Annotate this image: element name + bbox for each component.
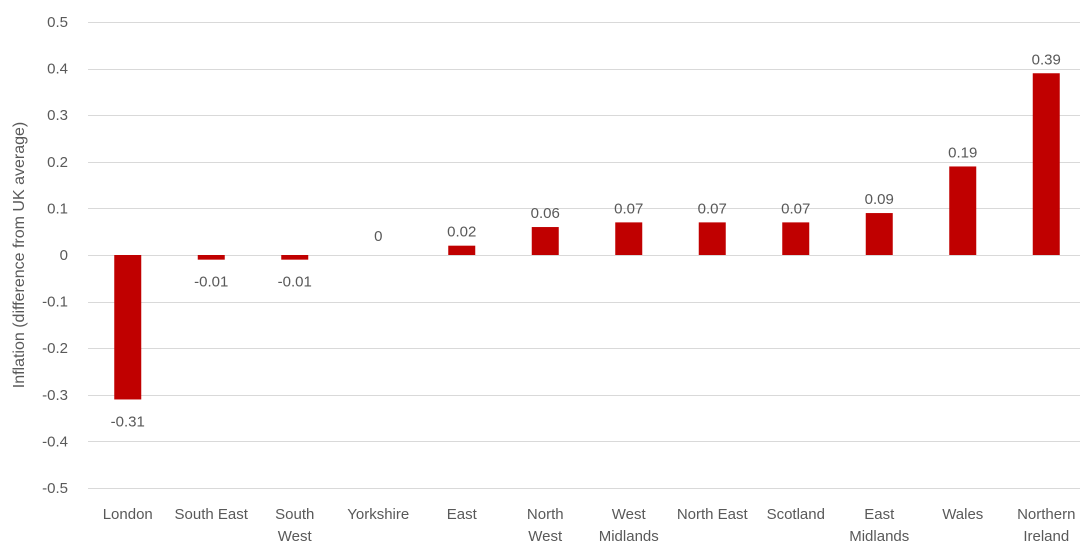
y-tick-label: 0.4 [47,61,68,78]
bar [782,222,810,255]
category-label: Northern Ireland [1017,506,1075,541]
data-label: -0.01 [278,274,312,291]
y-tick-label: 0.5 [47,14,68,31]
data-label: 0.09 [865,191,894,208]
bar [448,245,476,255]
gridlines [88,22,1080,489]
y-tick-label: -0.5 [42,480,68,497]
data-label: 0.07 [781,200,810,217]
category-label: East [447,506,478,523]
category-label: South East [175,506,249,523]
data-label: -0.01 [194,274,228,291]
data-labels: -0.31 -0.01 -0.01 0 0.02 0.06 0.07 0.07 0.07 0.09… [111,51,1061,430]
y-tick-label: -0.1 [42,294,68,311]
category-label: Yorkshire [347,506,409,523]
category-label: North West [527,506,564,541]
y-axis-title: Inflation (difference from UK average) [11,122,28,389]
category-label: London [103,506,153,523]
bar [197,255,225,260]
y-tick-label: -0.2 [42,340,68,357]
data-label: 0.07 [698,200,727,217]
bar [698,222,726,255]
y-tick-label: 0.3 [47,107,68,124]
bar [615,222,643,255]
data-label: 0.07 [614,200,643,217]
category-label: East Midlands [849,506,909,541]
category-label: North East [677,506,749,523]
bars [114,73,1060,400]
bar [114,255,142,400]
bar [281,255,309,260]
data-label: 0 [374,228,382,245]
bar [1032,73,1060,255]
data-label: 0.06 [531,205,560,222]
y-tick-label: -0.3 [42,387,68,404]
bar [531,227,559,255]
data-label: -0.31 [111,413,145,430]
y-tick-label: -0.4 [42,433,68,450]
y-axis-tick-labels: 0.5 0.4 0.3 0.2 0.1 0 -0.1 -0.2 -0.3 -0.4 -0.5 [42,14,68,497]
y-tick-label: 0.2 [47,154,68,171]
data-label: 0.39 [1032,51,1061,68]
category-label: West Midlands [599,506,659,541]
y-tick-label: 0.1 [47,200,68,217]
x-axis-category-labels: London South East South West Yorkshire East No… [103,506,1076,541]
category-label: Scotland [767,506,825,523]
data-label: 0.02 [447,224,476,241]
y-tick-label: 0 [60,247,68,264]
data-label: 0.19 [948,144,977,161]
category-label: South West [275,506,314,541]
category-label: Wales [942,506,983,523]
bar [949,166,977,255]
bar [865,213,893,255]
